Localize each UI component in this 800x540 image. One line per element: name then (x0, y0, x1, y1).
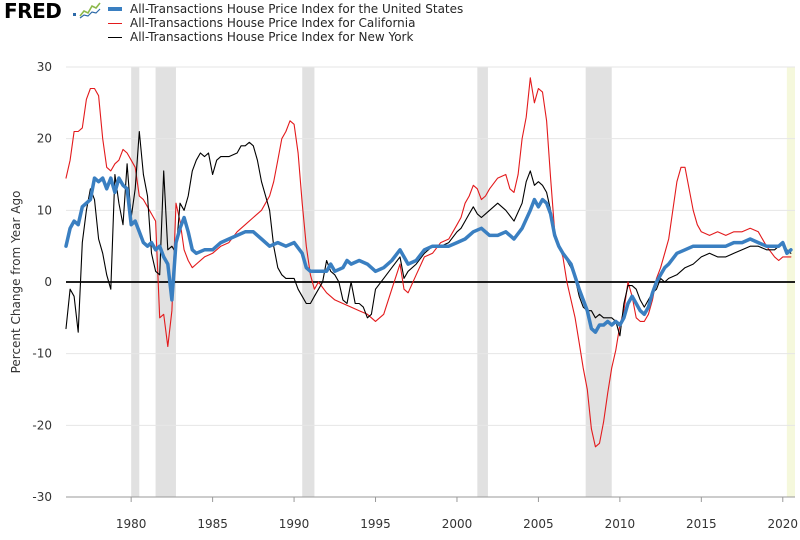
y-tick-label: -20 (32, 418, 52, 432)
series-line-california (65, 77, 792, 448)
y-tick-label: -10 (32, 347, 52, 361)
legend-swatch (108, 7, 122, 11)
y-tick-label: -30 (32, 490, 52, 504)
x-tick-label: 2015 (686, 517, 717, 531)
legend-item-united-states[interactable]: All-Transactions House Price Index for t… (108, 2, 463, 16)
y-tick-label: 30 (37, 60, 52, 74)
legend-swatch (108, 36, 122, 38)
y-tick-label: 0 (44, 275, 52, 289)
series-line-united-states (64, 176, 793, 334)
series-line-new-york (65, 130, 792, 337)
y-tick-labels: -30 -20 -10 0 10 20 30 (32, 60, 52, 504)
x-tick-label: 2005 (523, 517, 554, 531)
legend-swatch (108, 22, 122, 24)
legend-label: All-Transactions House Price Index for N… (130, 30, 414, 44)
fred-logo[interactable]: FRED (4, 0, 104, 23)
series-lines (64, 77, 793, 448)
y-tick-label: 20 (37, 132, 52, 146)
x-tick-labels: 1980 1985 1990 1995 2000 2005 2010 2015 2020 (66, 496, 799, 531)
x-tick-label: 2000 (442, 517, 473, 531)
x-tick-label: 1995 (360, 517, 391, 531)
y-tick-label: 10 (37, 203, 52, 217)
x-tick-label: 1990 (279, 517, 310, 531)
legend-item-new-york[interactable]: All-Transactions House Price Index for N… (108, 30, 463, 44)
x-tick-label: 2020 (768, 517, 799, 531)
legend-item-california[interactable]: All-Transactions House Price Index for C… (108, 16, 463, 30)
x-tick-label: 1980 (116, 517, 147, 531)
legend-label: All-Transactions House Price Index for t… (130, 2, 464, 16)
legend-label: All-Transactions House Price Index for C… (130, 16, 416, 30)
x-tick-label: 1985 (197, 517, 228, 531)
fred-logo-text: FRED (4, 0, 61, 22)
y-axis-title: Percent Change from Year Ago (9, 191, 23, 374)
legend: All-Transactions House Price Index for t… (108, 2, 463, 44)
x-tick-label: 2010 (605, 517, 636, 531)
fred-chart-mark-icon (73, 2, 101, 19)
